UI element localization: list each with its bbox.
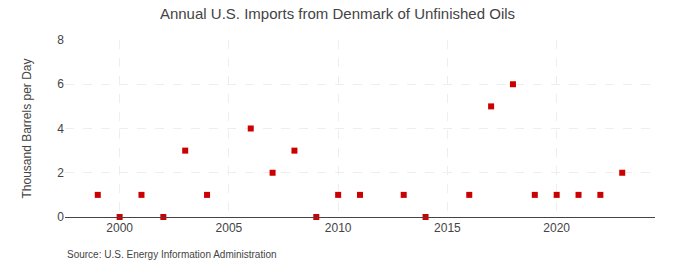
svg-text:Source: U.S. Energy Informatio: Source: U.S. Energy Information Administ… — [67, 249, 277, 260]
svg-text:Thousand Barrels per Day: Thousand Barrels per Day — [20, 58, 34, 198]
svg-text:2: 2 — [57, 166, 64, 180]
svg-text:2010: 2010 — [325, 221, 352, 235]
svg-text:8: 8 — [57, 33, 64, 47]
svg-text:2005: 2005 — [216, 221, 243, 235]
svg-text:Annual U.S. Imports from Denma: Annual U.S. Imports from Denmark of Unfi… — [160, 5, 515, 22]
svg-text:2020: 2020 — [543, 221, 570, 235]
svg-text:2000: 2000 — [106, 221, 133, 235]
svg-text:6: 6 — [57, 77, 64, 91]
svg-text:4: 4 — [57, 122, 64, 136]
svg-text:2015: 2015 — [434, 221, 461, 235]
svg-text:0: 0 — [57, 210, 64, 224]
